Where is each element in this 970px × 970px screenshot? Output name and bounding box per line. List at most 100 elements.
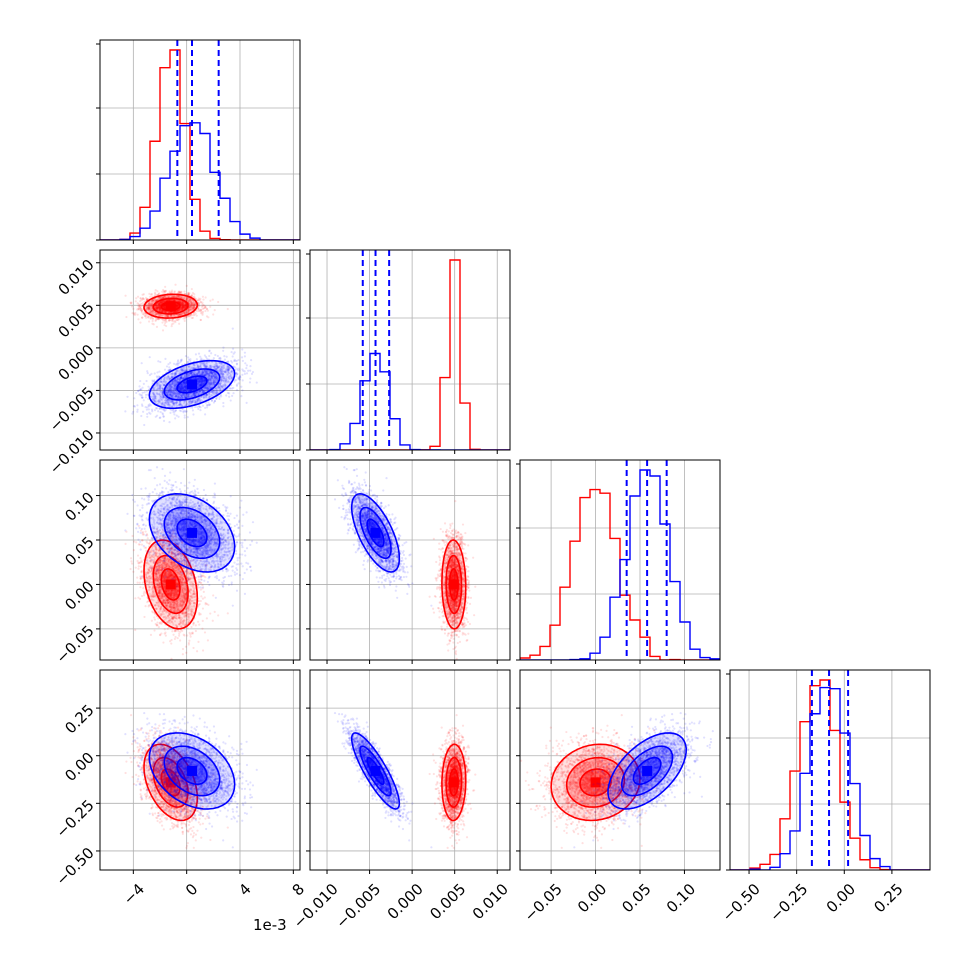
scatter-point (158, 303, 161, 306)
scatter-point (175, 299, 178, 302)
scatter-point (220, 395, 223, 398)
scatter-point (231, 394, 234, 397)
scatter-point (191, 302, 194, 305)
scatter-point (139, 379, 142, 383)
scatter-point (145, 304, 148, 307)
scatter-point (169, 361, 172, 364)
scatter-point (184, 305, 187, 309)
scatter-point (172, 310, 175, 314)
scatter-point (149, 304, 152, 307)
scatter-point (162, 415, 165, 418)
scatter-point (173, 310, 176, 313)
scatter-point (238, 378, 242, 381)
scatter-point (161, 413, 165, 416)
scatter-point (183, 290, 186, 293)
scatter-point (188, 292, 191, 295)
scatter-point (167, 299, 170, 302)
scatter-point (150, 300, 154, 304)
scatter-point (158, 309, 161, 312)
scatter-point (157, 312, 160, 316)
scatter-point (158, 302, 161, 305)
scatter-point (163, 304, 167, 307)
scatter-point (170, 319, 173, 322)
scatter-point (192, 305, 196, 308)
scatter-point (181, 302, 184, 305)
scatter-point (199, 297, 202, 301)
scatter-point (202, 298, 205, 301)
scatter-point (190, 305, 193, 309)
scatter-point (144, 393, 148, 396)
scatter-point (158, 305, 162, 309)
scatter-point (124, 410, 127, 413)
scatter-point (159, 308, 162, 312)
scatter-point (170, 325, 173, 328)
scatter-point (196, 307, 199, 310)
scatter-point (162, 408, 165, 412)
scatter-point (196, 309, 199, 313)
scatter-point (173, 291, 176, 294)
scatter-point (204, 296, 207, 299)
scatter-point (187, 291, 190, 295)
scatter-point (167, 310, 171, 313)
scatter-point (179, 301, 182, 304)
scatter-point (178, 295, 181, 298)
scatter-point (141, 391, 144, 394)
scatter-point (154, 306, 157, 309)
scatter-point (168, 295, 171, 299)
scatter-point (163, 299, 166, 303)
scatter-point (185, 315, 188, 318)
scatter-point (148, 310, 151, 313)
scatter-point (162, 305, 165, 308)
scatter-point (149, 295, 152, 298)
scatter-point (162, 296, 165, 299)
scatter-point (201, 295, 205, 298)
scatter-point (189, 299, 192, 302)
scatter-point (136, 308, 139, 311)
scatter-point (179, 313, 182, 316)
scatter-point (201, 404, 205, 407)
scatter-point (211, 298, 214, 301)
scatter-point (213, 399, 217, 403)
scatter-point (154, 291, 157, 294)
scatter-point (162, 296, 165, 299)
scatter-point (157, 296, 160, 299)
scatter-point (171, 318, 174, 321)
scatter-point (204, 305, 207, 309)
scatter-point (197, 407, 200, 411)
scatter-point (189, 300, 192, 303)
scatter-point (177, 313, 180, 316)
scatter-point (158, 407, 161, 410)
scatter-point (213, 309, 216, 312)
scatter-point (207, 404, 210, 407)
scatter-point (194, 303, 197, 306)
scatter-point (139, 307, 142, 310)
scatter-point (151, 379, 154, 382)
scatter-point (199, 355, 202, 358)
scatter-point (164, 310, 167, 314)
scatter-point (171, 295, 175, 298)
scatter-point (181, 306, 184, 309)
scatter-point (174, 320, 177, 324)
scatter-point (170, 315, 173, 318)
scatter-point (147, 315, 150, 319)
scatter-point (196, 299, 199, 302)
scatter-point (141, 386, 144, 389)
scatter-point (186, 311, 189, 314)
scatter-point (190, 301, 193, 304)
scatter-point (156, 376, 159, 379)
scatter-point (146, 370, 149, 373)
scatter-point (217, 300, 220, 304)
scatter-point (184, 298, 188, 302)
scatter-point (187, 300, 191, 303)
scatter-point (160, 300, 164, 303)
scatter-point (125, 315, 128, 319)
scatter-point (168, 311, 171, 314)
scatter-point (241, 359, 244, 363)
scatter-point (133, 397, 136, 400)
scatter-point (157, 360, 160, 363)
scatter-point (181, 305, 184, 308)
scatter-point (183, 303, 187, 306)
scatter-point (181, 305, 184, 309)
scatter-point (187, 299, 190, 302)
scatter-point (171, 298, 174, 302)
